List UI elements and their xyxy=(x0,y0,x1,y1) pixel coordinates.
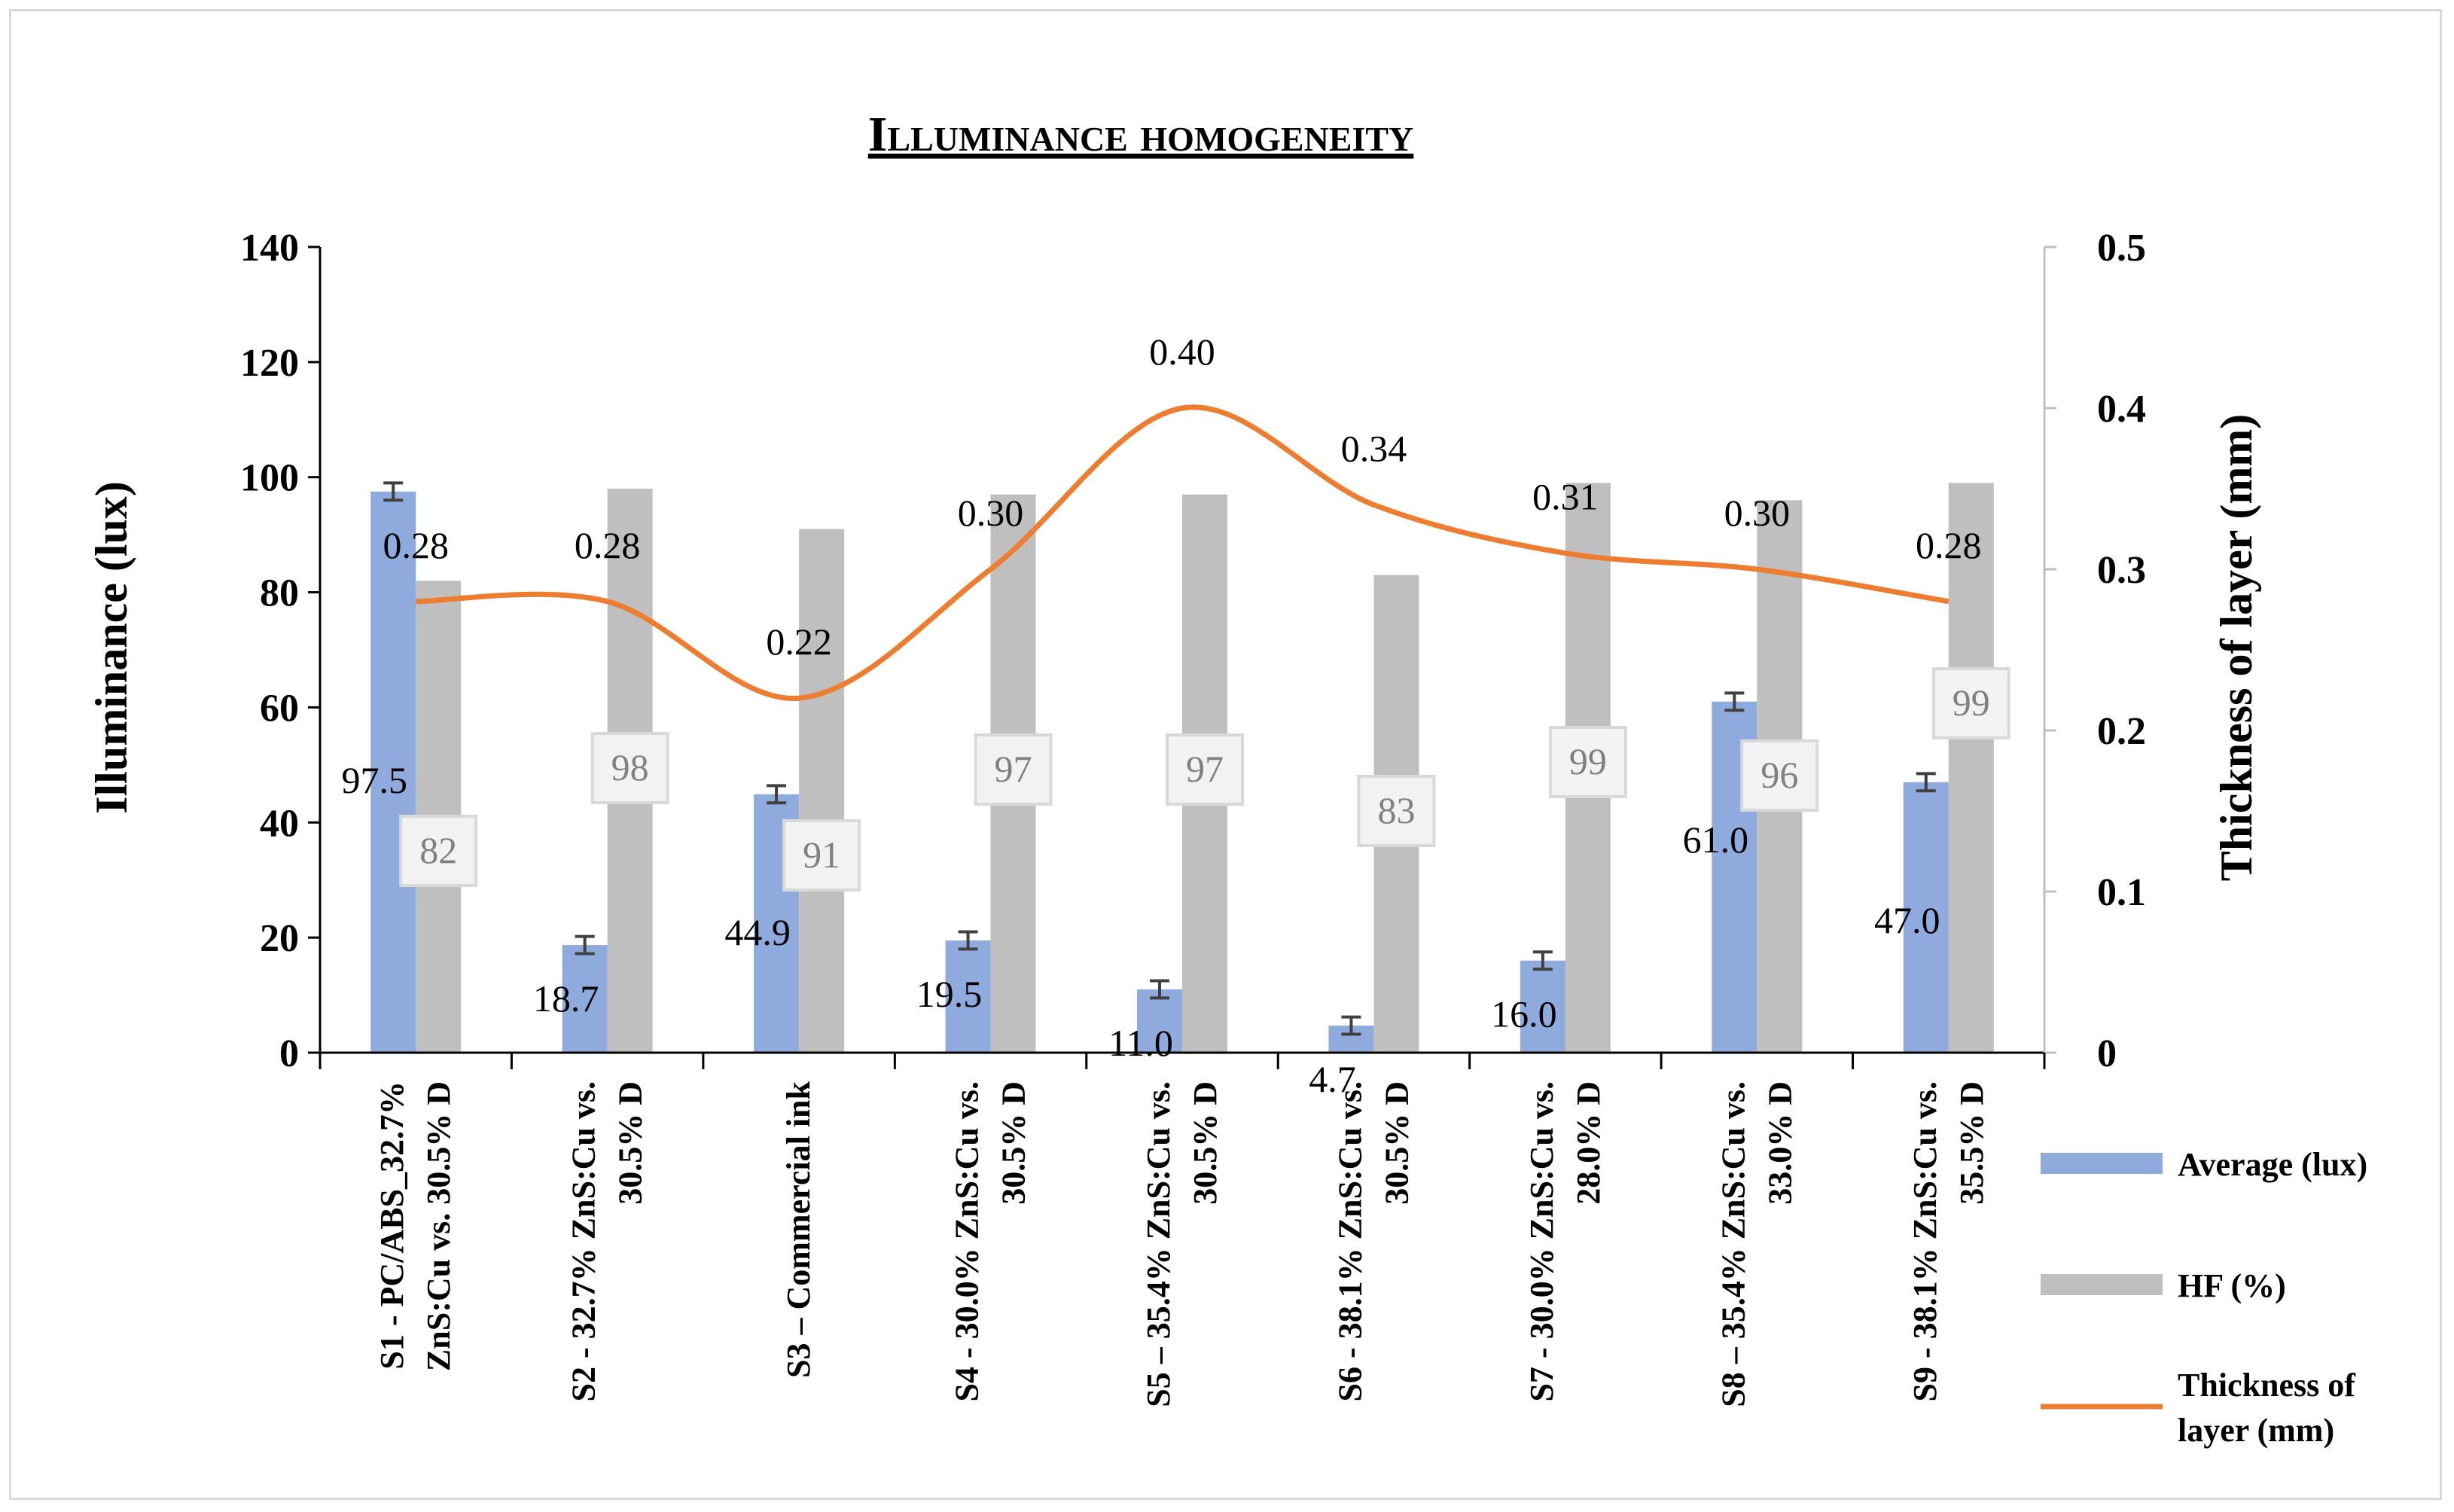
hf-data-label: 98 xyxy=(611,746,649,788)
y-axis-title: Illuminance (lux) xyxy=(87,481,136,814)
x-tick-label: S5 – 35.4% ZnS:Cu vs. xyxy=(1140,1081,1177,1407)
labels-layer: 0.28 0.28 0.22 0.30 0.40 0.34 0.31 0.30 0.28 97.5… xyxy=(341,331,2010,1100)
y-tick-label: 120 xyxy=(240,342,299,385)
bar-average xyxy=(562,945,608,1053)
hf-label-box xyxy=(1357,775,1436,847)
bar-hf xyxy=(799,529,845,1053)
thickness-data-label: 0.31 xyxy=(1532,476,1599,518)
hf-data-label: 97 xyxy=(995,748,1032,790)
y2-tick-label: 0.4 xyxy=(2097,388,2146,431)
average-data-label: 4.7 xyxy=(1309,1058,1356,1100)
y-tick-label: 80 xyxy=(260,572,299,615)
x-tick-label: S4 - 30.0% ZnS:Cu vs. xyxy=(949,1081,986,1401)
average-data-label: 97.5 xyxy=(341,759,407,801)
hf-data-label: 99 xyxy=(1569,740,1607,782)
average-data-label: 61.0 xyxy=(1683,818,1749,861)
y-tick-label: 60 xyxy=(260,687,299,730)
y-tick-label: 100 xyxy=(240,457,299,500)
average-data-label: 11.0 xyxy=(1108,1022,1173,1064)
bar-average xyxy=(1903,782,1949,1053)
y2-tick-label: 0.1 xyxy=(2097,871,2146,914)
y-tick-label: 140 xyxy=(240,227,299,270)
bar-average xyxy=(945,940,991,1053)
hf-label-box xyxy=(782,819,861,892)
hf-label-box xyxy=(1166,733,1244,806)
y2-tick-label: 0.3 xyxy=(2097,549,2146,592)
line-layer xyxy=(416,404,1949,701)
thickness-data-label: 0.34 xyxy=(1341,427,1407,469)
hf-label-box xyxy=(1931,667,2010,739)
x-tick-label: ZnS:Cu vs. 30.5% D xyxy=(420,1081,457,1371)
legend-swatch-average xyxy=(2041,1153,2163,1174)
average-data-label: 47.0 xyxy=(1874,899,1940,941)
thickness-data-label: 0.28 xyxy=(1916,524,1982,566)
thickness-data-label: 0.22 xyxy=(766,620,832,663)
hf-data-label: 83 xyxy=(1377,789,1415,831)
hf-data-label: 82 xyxy=(419,829,457,871)
thickness-data-label: 0.40 xyxy=(1149,331,1215,373)
x-tick-label: S1 - PC/ABS_32.7% xyxy=(373,1081,410,1370)
hf-data-label: 91 xyxy=(803,834,840,876)
hf-data-label: 99 xyxy=(1953,681,1990,724)
hf-label-box xyxy=(1740,739,1819,812)
legend-swatch-hf xyxy=(2041,1274,2163,1295)
y-tick-label: 0 xyxy=(279,1032,299,1075)
x-tick-label: 30.5% D xyxy=(1378,1081,1415,1205)
y2-tick-label: 0.2 xyxy=(2097,710,2146,753)
average-data-label: 16.0 xyxy=(1491,993,1557,1035)
y2-axis-title: Thickness of layer (mm) xyxy=(2212,414,2261,882)
legend-label: layer (mm) xyxy=(2178,1412,2334,1449)
y2-tick-label: 0 xyxy=(2097,1032,2117,1075)
thickness-data-label: 0.28 xyxy=(383,524,449,566)
hf-label-box xyxy=(1548,726,1627,798)
bar-average xyxy=(1520,960,1565,1053)
x-tick-label: S6 - 38.1% ZnS:Cu vs. xyxy=(1331,1081,1368,1401)
chart-title: Illuminance homogeneity xyxy=(868,107,1414,162)
bar-average xyxy=(370,491,416,1053)
bar-average xyxy=(1137,989,1182,1053)
x-tick-label: S7 - 30.0% ZnS:Cu vs. xyxy=(1523,1081,1560,1401)
y-tick-label: 20 xyxy=(260,917,299,960)
x-tick-label: S8 – 35.4% ZnS:Cu vs. xyxy=(1715,1081,1751,1407)
average-data-label: 19.5 xyxy=(916,973,983,1015)
thickness-data-label: 0.30 xyxy=(958,492,1024,534)
average-data-label: 44.9 xyxy=(724,911,791,953)
x-tick-label: 28.0% D xyxy=(1570,1081,1607,1205)
x-tick-label: 30.5% D xyxy=(995,1081,1032,1205)
x-tick-label: S2 - 32.7% ZnS:Cu vs. xyxy=(565,1081,602,1401)
thickness-data-label: 0.30 xyxy=(1724,492,1791,534)
chart-frame xyxy=(9,9,2442,1500)
hf-data-label: 96 xyxy=(1760,754,1798,796)
thickness-data-label: 0.28 xyxy=(575,524,641,566)
x-tick-label: 33.0% D xyxy=(1761,1081,1798,1205)
x-tick-label: 35.5% D xyxy=(1953,1081,1990,1205)
average-data-label: 18.7 xyxy=(533,977,599,1020)
bar-hf xyxy=(1948,483,1994,1053)
hf-label-box xyxy=(399,815,478,887)
x-tick-label: S3 – Commercial ink xyxy=(780,1081,817,1377)
hf-label-box xyxy=(974,733,1053,806)
thickness-line xyxy=(416,404,1949,701)
x-tick-label: 30.5% D xyxy=(612,1081,649,1205)
y-tick-label: 40 xyxy=(260,802,299,845)
x-tick-label: S9 - 38.1% ZnS:Cu vs. xyxy=(1907,1081,1943,1401)
axes-layer: 0 20 40 60 80 100 120 140 0 0.1 0.2 0.3 0.4 0.5 S1 - P… xyxy=(240,227,2146,1407)
hf-data-label: 97 xyxy=(1186,748,1224,790)
y2-tick-label: 0.5 xyxy=(2097,227,2146,270)
x-tick-label: 30.5% D xyxy=(1187,1081,1224,1205)
legend-label: Average (lux) xyxy=(2178,1146,2367,1183)
legend-label: Thickness of xyxy=(2178,1367,2356,1404)
legend: Average (lux) HF (%) Thickness of layer (mm… xyxy=(2041,1146,2367,1449)
legend-label: HF (%) xyxy=(2178,1267,2286,1304)
hf-label-box xyxy=(590,732,669,804)
